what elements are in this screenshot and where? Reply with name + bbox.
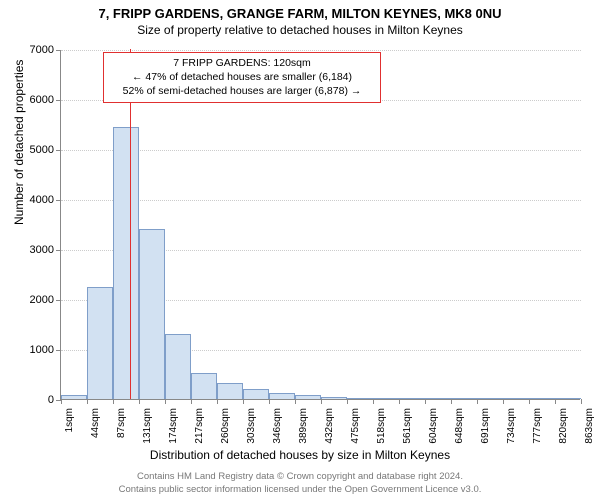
y-tick [56,350,61,351]
grid-line [61,200,581,201]
y-tick-label: 4000 [14,194,54,206]
x-tick [555,399,556,404]
histogram-bar [61,395,86,399]
x-tick [581,399,582,404]
y-tick-label: 1000 [14,344,54,356]
footer-line-2: Contains public sector information licen… [0,484,600,496]
x-tick [269,399,270,404]
x-tick [139,399,140,404]
x-tick [529,399,530,404]
histogram-bar [555,398,580,399]
y-tick [56,150,61,151]
annotation-line-1: 7 FRIPP GARDENS: 120sqm [110,56,374,70]
x-tick-label: 131sqm [142,408,153,444]
histogram-bar [243,389,268,399]
histogram-bar [529,398,554,399]
y-tick [56,50,61,51]
chart-title-main: 7, FRIPP GARDENS, GRANGE FARM, MILTON KE… [0,6,600,21]
x-tick [295,399,296,404]
y-tick-label: 2000 [14,294,54,306]
footer-attribution: Contains HM Land Registry data © Crown c… [0,471,600,496]
y-tick-label: 3000 [14,244,54,256]
histogram-bar [269,393,294,399]
y-tick [56,200,61,201]
histogram-bar [295,395,320,400]
histogram-bar [217,383,242,399]
x-tick-label: 518sqm [376,408,387,444]
x-tick [217,399,218,404]
x-tick-label: 303sqm [246,408,257,444]
y-tick [56,300,61,301]
x-tick [165,399,166,404]
annotation-line-3: 52% of semi-detached houses are larger (… [110,84,374,98]
x-tick-label: 561sqm [402,408,413,444]
histogram-bar [347,398,372,399]
histogram-bar [425,398,450,399]
x-tick [503,399,504,404]
x-tick [61,399,62,404]
y-tick-label: 0 [14,394,54,406]
x-tick-label: 87sqm [116,408,127,438]
histogram-bar [113,127,138,400]
x-tick-label: 691sqm [480,408,491,444]
histogram-bar [399,398,424,399]
x-tick-label: 432sqm [324,408,335,444]
x-tick-label: 648sqm [454,408,465,444]
x-tick-label: 1sqm [64,408,75,432]
x-tick [191,399,192,404]
y-tick-label: 5000 [14,144,54,156]
histogram-bar [477,398,502,399]
histogram-bar [191,373,216,400]
footer-line-1: Contains HM Land Registry data © Crown c… [0,471,600,483]
x-tick-label: 863sqm [584,408,595,444]
x-tick [373,399,374,404]
x-axis-title: Distribution of detached houses by size … [0,448,600,462]
histogram-bar [503,398,528,399]
grid-line [61,150,581,151]
x-tick [87,399,88,404]
x-tick-label: 44sqm [90,408,101,438]
x-tick-label: 389sqm [298,408,309,444]
x-tick-label: 734sqm [506,408,517,444]
x-tick [425,399,426,404]
chart-title-block: 7, FRIPP GARDENS, GRANGE FARM, MILTON KE… [0,0,600,37]
histogram-bar [373,398,398,399]
chart-title-sub: Size of property relative to detached ho… [0,23,600,37]
histogram-bar [139,229,164,399]
histogram-bar [165,334,190,399]
y-tick [56,250,61,251]
x-tick [399,399,400,404]
x-tick [321,399,322,404]
annotation-box: 7 FRIPP GARDENS: 120sqm ← 47% of detache… [103,52,381,103]
y-tick [56,100,61,101]
x-tick-label: 346sqm [272,408,283,444]
x-tick-label: 260sqm [220,408,231,444]
x-tick [347,399,348,404]
x-tick [477,399,478,404]
histogram-bar [87,287,112,400]
histogram-bar [321,397,346,399]
annotation-line-2: ← 47% of detached houses are smaller (6,… [110,70,374,84]
y-tick-label: 6000 [14,94,54,106]
x-tick-label: 475sqm [350,408,361,444]
x-tick-label: 820sqm [558,408,569,444]
x-tick-label: 174sqm [168,408,179,444]
histogram-bar [451,398,476,399]
x-tick [451,399,452,404]
x-tick [113,399,114,404]
y-tick-label: 7000 [14,44,54,56]
x-tick-label: 604sqm [428,408,439,444]
grid-line [61,50,581,51]
x-tick-label: 777sqm [532,408,543,444]
x-tick-label: 217sqm [194,408,205,444]
x-tick [243,399,244,404]
